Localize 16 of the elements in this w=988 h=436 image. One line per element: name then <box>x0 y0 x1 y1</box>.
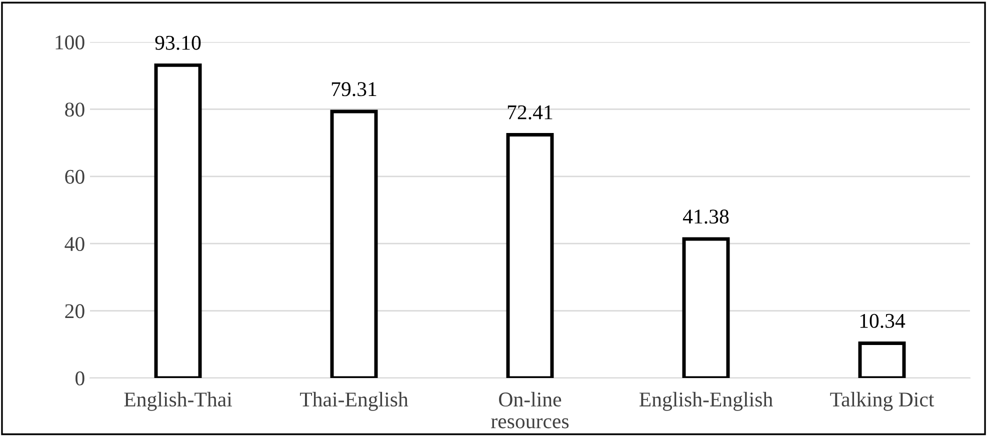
y-tick-label: 40 <box>64 236 84 252</box>
x-tick-label: Thai-English <box>300 392 408 411</box>
y-tick-label: 80 <box>65 102 84 117</box>
y-tick-label: 0 <box>76 371 84 386</box>
y-tick-label: 60 <box>65 170 84 184</box>
x-tick-label: On-line resources <box>491 392 569 428</box>
x-tick-label: English-Thai <box>124 392 232 411</box>
data-label: 79.31 <box>332 82 376 96</box>
data-label: 10.34 <box>860 314 906 328</box>
data-label: 72.41 <box>508 105 552 120</box>
data-label: 41.38 <box>682 210 729 224</box>
data-label: 93.10 <box>155 36 201 50</box>
y-tick-label: 100 <box>56 35 84 50</box>
x-tick-label: English-English <box>639 392 773 411</box>
x-tick-label: Talking Dict <box>830 392 934 411</box>
y-tick-label: 20 <box>65 304 84 318</box>
